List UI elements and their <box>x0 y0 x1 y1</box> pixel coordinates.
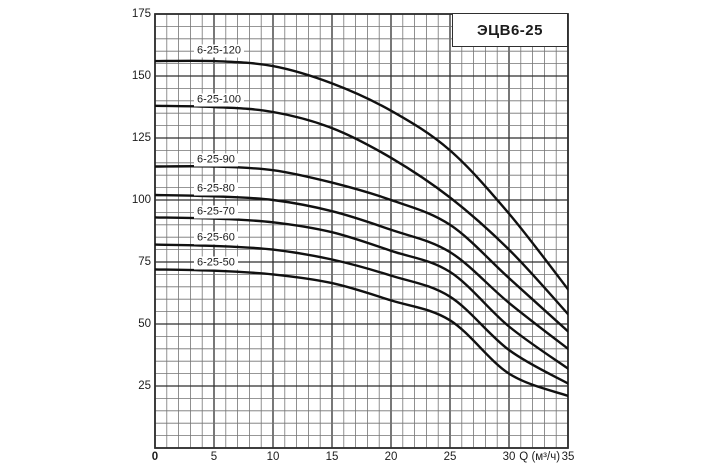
pump-curve-6-25-50 <box>155 268 568 398</box>
y-tick-label: 100 <box>131 194 151 206</box>
curve-label-6-25-50: 6-25-50 <box>194 256 238 270</box>
y-tick-label: 150 <box>131 70 151 82</box>
chart-title: ЭЦВ6-25 <box>477 21 543 39</box>
x-tick-label: 10 <box>266 451 280 463</box>
pump-curve-6-25-70 <box>155 216 568 370</box>
x-tick-label: 30 <box>502 451 516 463</box>
pump-curve-6-25-60 <box>155 243 568 385</box>
x-tick-label: 20 <box>384 451 398 463</box>
x-tick-label: 35 <box>561 451 575 463</box>
curve-label-6-25-90: 6-25-90 <box>194 153 238 167</box>
y-tick-label: 25 <box>138 380 151 392</box>
y-tick-label: 175 <box>131 8 151 20</box>
plot-border <box>154 13 569 449</box>
curve-label-6-25-120: 6-25-120 <box>194 44 245 58</box>
x-axis-unit-label: Q (м³/ч) <box>519 451 561 463</box>
y-tick-label: 75 <box>138 256 151 268</box>
curve-label-6-25-70: 6-25-70 <box>194 205 238 219</box>
x-tick-label: 15 <box>325 451 339 463</box>
pump-curve-6-25-120 <box>155 59 568 291</box>
curve-label-6-25-80: 6-25-80 <box>194 182 238 196</box>
y-tick-label: 125 <box>131 132 151 144</box>
curve-label-6-25-60: 6-25-60 <box>194 231 238 245</box>
chart-title-box: ЭЦВ6-25 <box>452 13 568 47</box>
pump-curve-6-25-100 <box>155 104 568 316</box>
x-tick-label: 25 <box>443 451 457 463</box>
pump-curve-6-25-80 <box>155 193 568 350</box>
x-tick-label: 5 <box>210 451 218 463</box>
curve-label-6-25-100: 6-25-100 <box>194 93 245 107</box>
x-tick-label: 0 <box>151 451 159 463</box>
y-tick-label: 50 <box>138 318 151 330</box>
